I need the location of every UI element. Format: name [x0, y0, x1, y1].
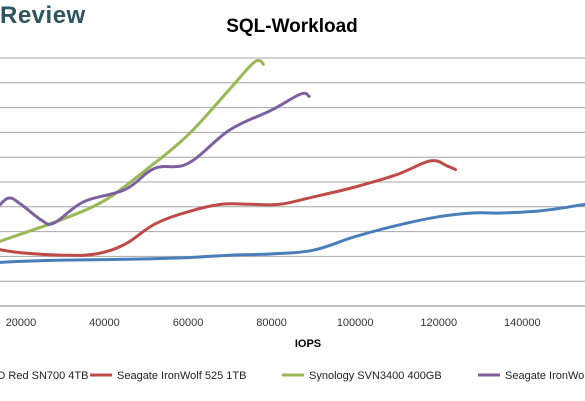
x-axis-label: IOPS	[295, 338, 321, 350]
legend-label-1: WD Red SN700 4TB	[0, 370, 88, 382]
legend-label-3: Synology SVN3400 400GB	[309, 370, 442, 382]
legend-label-4: Seagate IronWolf 510	[505, 370, 585, 382]
legend: WD Red SN700 4TB Seagate IronWolf 525 1TB…	[0, 370, 585, 382]
series-line-1	[0, 202, 585, 264]
x-tick-label: 60000	[173, 317, 204, 329]
series-layer	[0, 59, 585, 264]
legend-label-2: Seagate IronWolf 525 1TB	[117, 370, 246, 382]
x-tick-label: 80000	[256, 317, 287, 329]
x-tick-label: 140000	[504, 317, 541, 329]
x-tick-label: 40000	[89, 317, 120, 329]
series-line-3	[0, 59, 265, 243]
x-tick-label: 100000	[337, 317, 374, 329]
series-line-4	[0, 91, 311, 226]
x-tick-labels: 2000040000600008000010000012000014000016…	[6, 317, 541, 329]
x-tick-label: 120000	[420, 317, 457, 329]
site-logo: Review	[0, 2, 86, 29]
series-line-2	[0, 159, 457, 257]
chart-title: SQL-Workload	[226, 16, 358, 37]
gridlines	[0, 57, 585, 307]
x-tick-label: 20000	[6, 317, 37, 329]
